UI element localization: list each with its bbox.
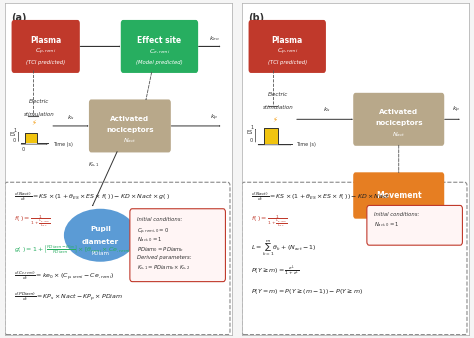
Text: ES: ES (10, 132, 16, 137)
Text: $f(\;) = \frac{1}{1 + \frac{C_{p,remi}}{C_{50}}}$: $f(\;) = \frac{1}{1 + \frac{C_{p,remi}}{… (14, 214, 51, 230)
Text: $N_{act}$: $N_{act}$ (123, 136, 137, 145)
Text: Activated: Activated (379, 110, 418, 115)
Text: Time (s): Time (s) (53, 142, 73, 147)
Text: $P(Y \geq m) = \frac{e^L}{1 + e^L}$: $P(Y \geq m) = \frac{e^L}{1 + e^L}$ (251, 263, 300, 278)
Text: $P(Y = m) = P(Y \geq (m-1)) - P(Y \geq m)$: $P(Y = m) = P(Y \geq (m-1)) - P(Y \geq m… (251, 287, 363, 296)
FancyBboxPatch shape (11, 20, 80, 73)
Text: $K_{s,1}$: $K_{s,1}$ (88, 161, 100, 169)
Text: Pupil: Pupil (90, 226, 110, 232)
Text: ⚡: ⚡ (32, 120, 37, 126)
FancyBboxPatch shape (353, 172, 444, 219)
Text: PDiam: PDiam (91, 251, 109, 256)
Text: Electric: Electric (268, 92, 288, 97)
Text: $\frac{d(Nact)}{dt} = KS \times \left(1 + \theta_{ES} \times ES \times f(\;)\rig: $\frac{d(Nact)}{dt} = KS \times \left(1 … (14, 191, 171, 203)
Text: ES: ES (247, 130, 253, 135)
FancyBboxPatch shape (130, 209, 226, 282)
Text: $K_{s,2}$: $K_{s,2}$ (156, 223, 168, 232)
Text: $C_{e,remi}$: $C_{e,remi}$ (149, 48, 170, 56)
Text: (Model predicted): (Model predicted) (136, 60, 183, 65)
Text: $N_{act}$: $N_{act}$ (392, 130, 406, 139)
Text: $f(\;) = \frac{1}{1 + \frac{C_{p,remi}}{C_{50}}}$: $f(\;) = \frac{1}{1 + \frac{C_{p,remi}}{… (251, 214, 288, 230)
Text: $g(\;) = 1 + \left[\frac{PDiam - \theta_{lim}}{PDiam}\right] \times \left[\theta: $g(\;) = 1 + \left[\frac{PDiam - \theta_… (14, 243, 133, 256)
Text: Electric: Electric (29, 99, 49, 104)
FancyBboxPatch shape (5, 182, 230, 335)
Text: stimulation: stimulation (263, 105, 293, 111)
Text: (TCI predicted): (TCI predicted) (268, 60, 307, 65)
Text: $\frac{d(C_{e,remi})}{dt} = ke_0 \times (C_{p,remi} - Ce_{,remi})$: $\frac{d(C_{e,remi})}{dt} = ke_0 \times … (14, 270, 114, 283)
Text: Movement: Movement (376, 191, 421, 200)
Text: Derived parameters:: Derived parameters: (137, 255, 191, 260)
Text: $N_{act,0} = 1$: $N_{act,0} = 1$ (374, 221, 399, 229)
Text: 1: 1 (13, 128, 16, 134)
Text: $k_p$: $k_p$ (452, 105, 460, 115)
Text: nociceptors: nociceptors (106, 127, 154, 132)
Text: Initial conditions:: Initial conditions: (137, 217, 182, 222)
FancyBboxPatch shape (367, 206, 463, 245)
FancyBboxPatch shape (242, 182, 467, 335)
Text: $C_{p,remi}$: $C_{p,remi}$ (35, 47, 56, 57)
Text: $k_s$: $k_s$ (323, 105, 331, 114)
Text: $\frac{d(Nact)}{dt} = KS \times \left(1 + \theta_{ES} \times ES \times f(\;)\rig: $\frac{d(Nact)}{dt} = KS \times \left(1 … (251, 191, 390, 203)
Text: diameter: diameter (82, 239, 119, 245)
Text: ⚡: ⚡ (272, 117, 277, 123)
Text: 0: 0 (13, 138, 16, 143)
Text: $k_s$: $k_s$ (67, 113, 74, 122)
Text: Initial conditions:: Initial conditions: (374, 212, 419, 217)
Text: Plasma: Plasma (272, 37, 303, 45)
Text: (b): (b) (248, 13, 264, 23)
Text: 1: 1 (250, 125, 253, 130)
Text: Time (s): Time (s) (296, 142, 316, 147)
Text: (TCI predicted): (TCI predicted) (26, 60, 65, 65)
Ellipse shape (64, 209, 137, 262)
FancyBboxPatch shape (121, 20, 198, 73)
Text: Plasma: Plasma (30, 37, 61, 45)
FancyBboxPatch shape (89, 99, 171, 152)
Text: stimulation: stimulation (24, 112, 54, 117)
Text: Effect site: Effect site (137, 37, 182, 45)
Text: $\frac{d(PDiam)}{dt} = KP_s \times Nact - KP_p \times PDiam$: $\frac{d(PDiam)}{dt} = KP_s \times Nact … (14, 290, 123, 303)
Text: $K_{s,1} = PDiam_b \times K_{s,2}$: $K_{s,1} = PDiam_b \times K_{s,2}$ (137, 264, 190, 272)
FancyBboxPatch shape (353, 93, 444, 146)
Text: 0: 0 (21, 147, 25, 152)
Text: $k_p$: $k_p$ (210, 113, 218, 123)
Text: 0: 0 (250, 138, 253, 143)
Text: $N_{act,0} = 1$: $N_{act,0} = 1$ (137, 236, 162, 244)
Text: $C_{p,remi}$: $C_{p,remi}$ (277, 47, 298, 57)
Text: $PDiam_0 = PDiam_b$: $PDiam_0 = PDiam_b$ (137, 245, 184, 254)
Text: Activated: Activated (110, 116, 149, 122)
Text: (a): (a) (11, 13, 27, 23)
Text: nociceptors: nociceptors (375, 120, 422, 126)
Text: $C_{p,remi,0} = 0$: $C_{p,remi,0} = 0$ (137, 227, 169, 237)
Text: $L = \sum_{k=1}^{m} \theta_k + (N_{act} - 1)$: $L = \sum_{k=1}^{m} \theta_k + (N_{act} … (251, 239, 317, 258)
FancyBboxPatch shape (248, 20, 326, 73)
Text: $k_{eo}$: $k_{eo}$ (209, 34, 219, 43)
